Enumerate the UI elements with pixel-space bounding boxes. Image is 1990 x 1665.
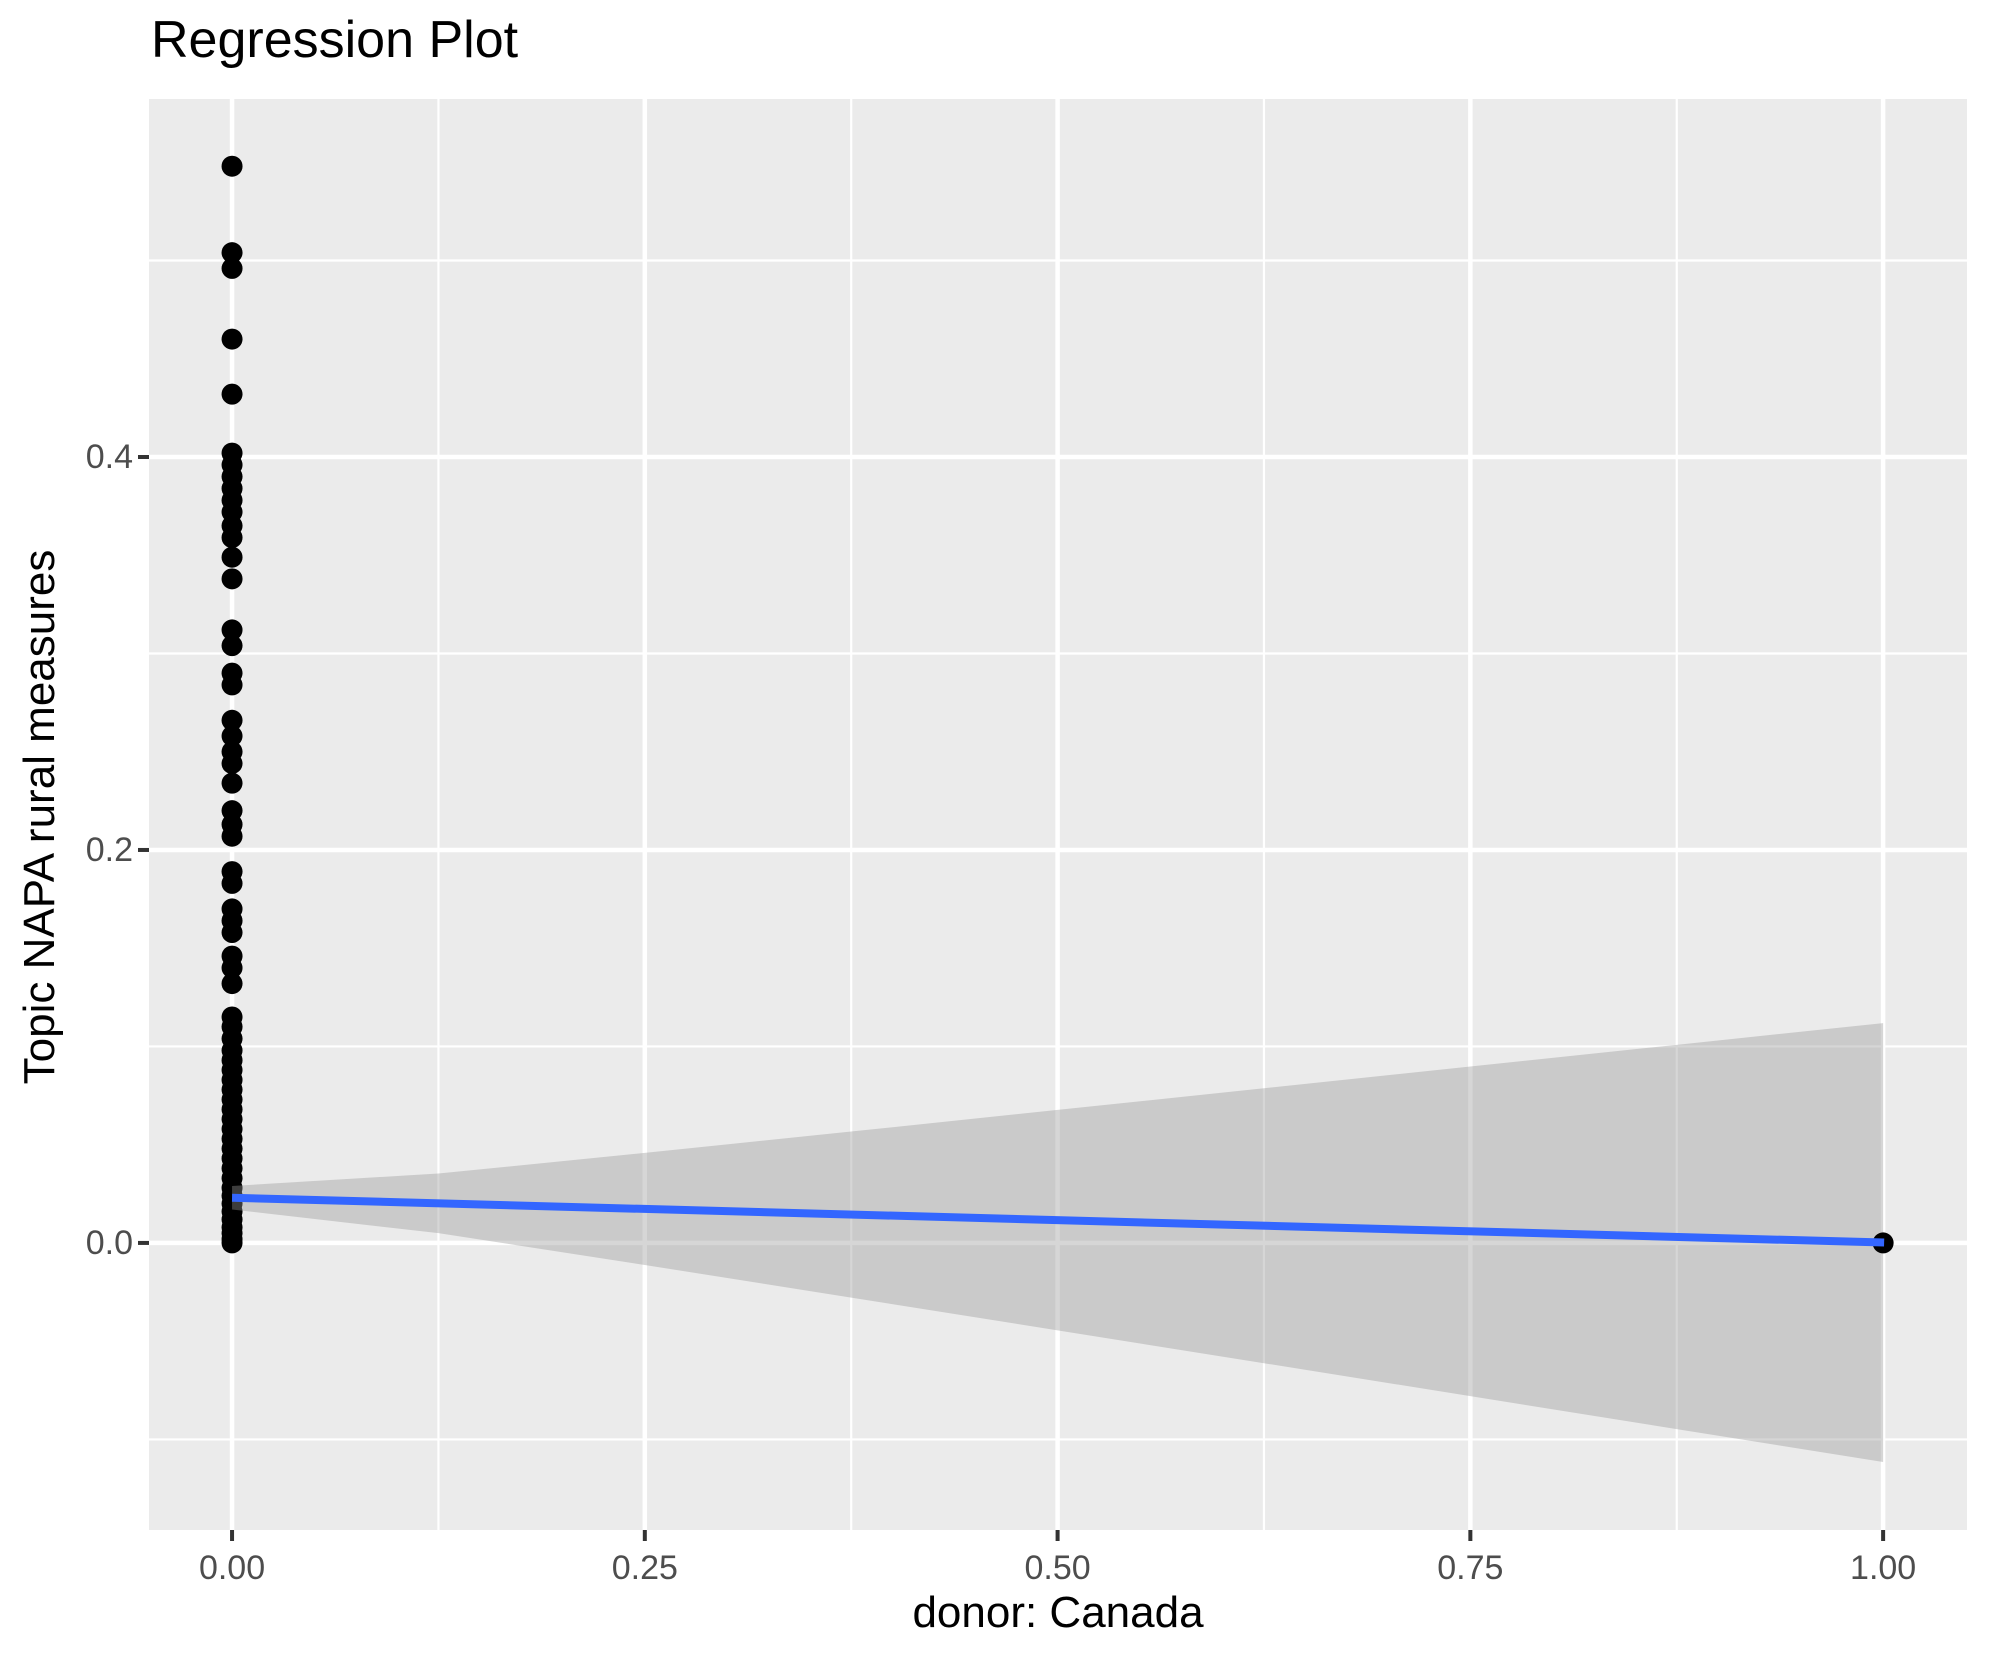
scatter-point	[221, 568, 243, 590]
scatter-point	[221, 619, 243, 641]
scatter-point	[221, 242, 243, 264]
scatter-point	[221, 772, 243, 794]
scatter-point	[221, 973, 243, 995]
scatter-point	[221, 383, 243, 405]
scatter-point	[221, 725, 243, 747]
scatter-point	[221, 753, 243, 775]
scatter-point	[221, 635, 243, 657]
scatter-point	[221, 709, 243, 731]
scatter-point	[221, 546, 243, 568]
x-tick-label: 1.00	[1850, 1549, 1917, 1587]
x-tick-label: 0.75	[1437, 1549, 1504, 1587]
scatter-point	[221, 328, 243, 350]
confidence-band	[232, 1023, 1884, 1463]
x-tick-label: 0.50	[1024, 1549, 1091, 1587]
scatter-point	[221, 527, 243, 549]
x-tick-label: 0.25	[611, 1549, 678, 1587]
regression-line	[231, 1193, 1885, 1247]
scatter-point	[221, 257, 243, 279]
y-tick-label: 0.4	[85, 437, 133, 476]
x-axis-title: donor: Canada	[912, 1588, 1204, 1637]
x-tick-label: 0.00	[198, 1549, 266, 1587]
plot-title: Regression Plot	[151, 11, 519, 69]
scatter-point	[221, 957, 243, 979]
y-tick-label: 0.0	[85, 1223, 133, 1262]
scatter-point	[221, 155, 243, 177]
scatter-point	[221, 921, 243, 943]
scatter-point	[221, 872, 243, 894]
scatter-point	[221, 1232, 243, 1254]
y-tick-label: 0.2	[85, 830, 133, 869]
scatter-point	[221, 674, 243, 696]
scatter-point	[221, 825, 243, 847]
